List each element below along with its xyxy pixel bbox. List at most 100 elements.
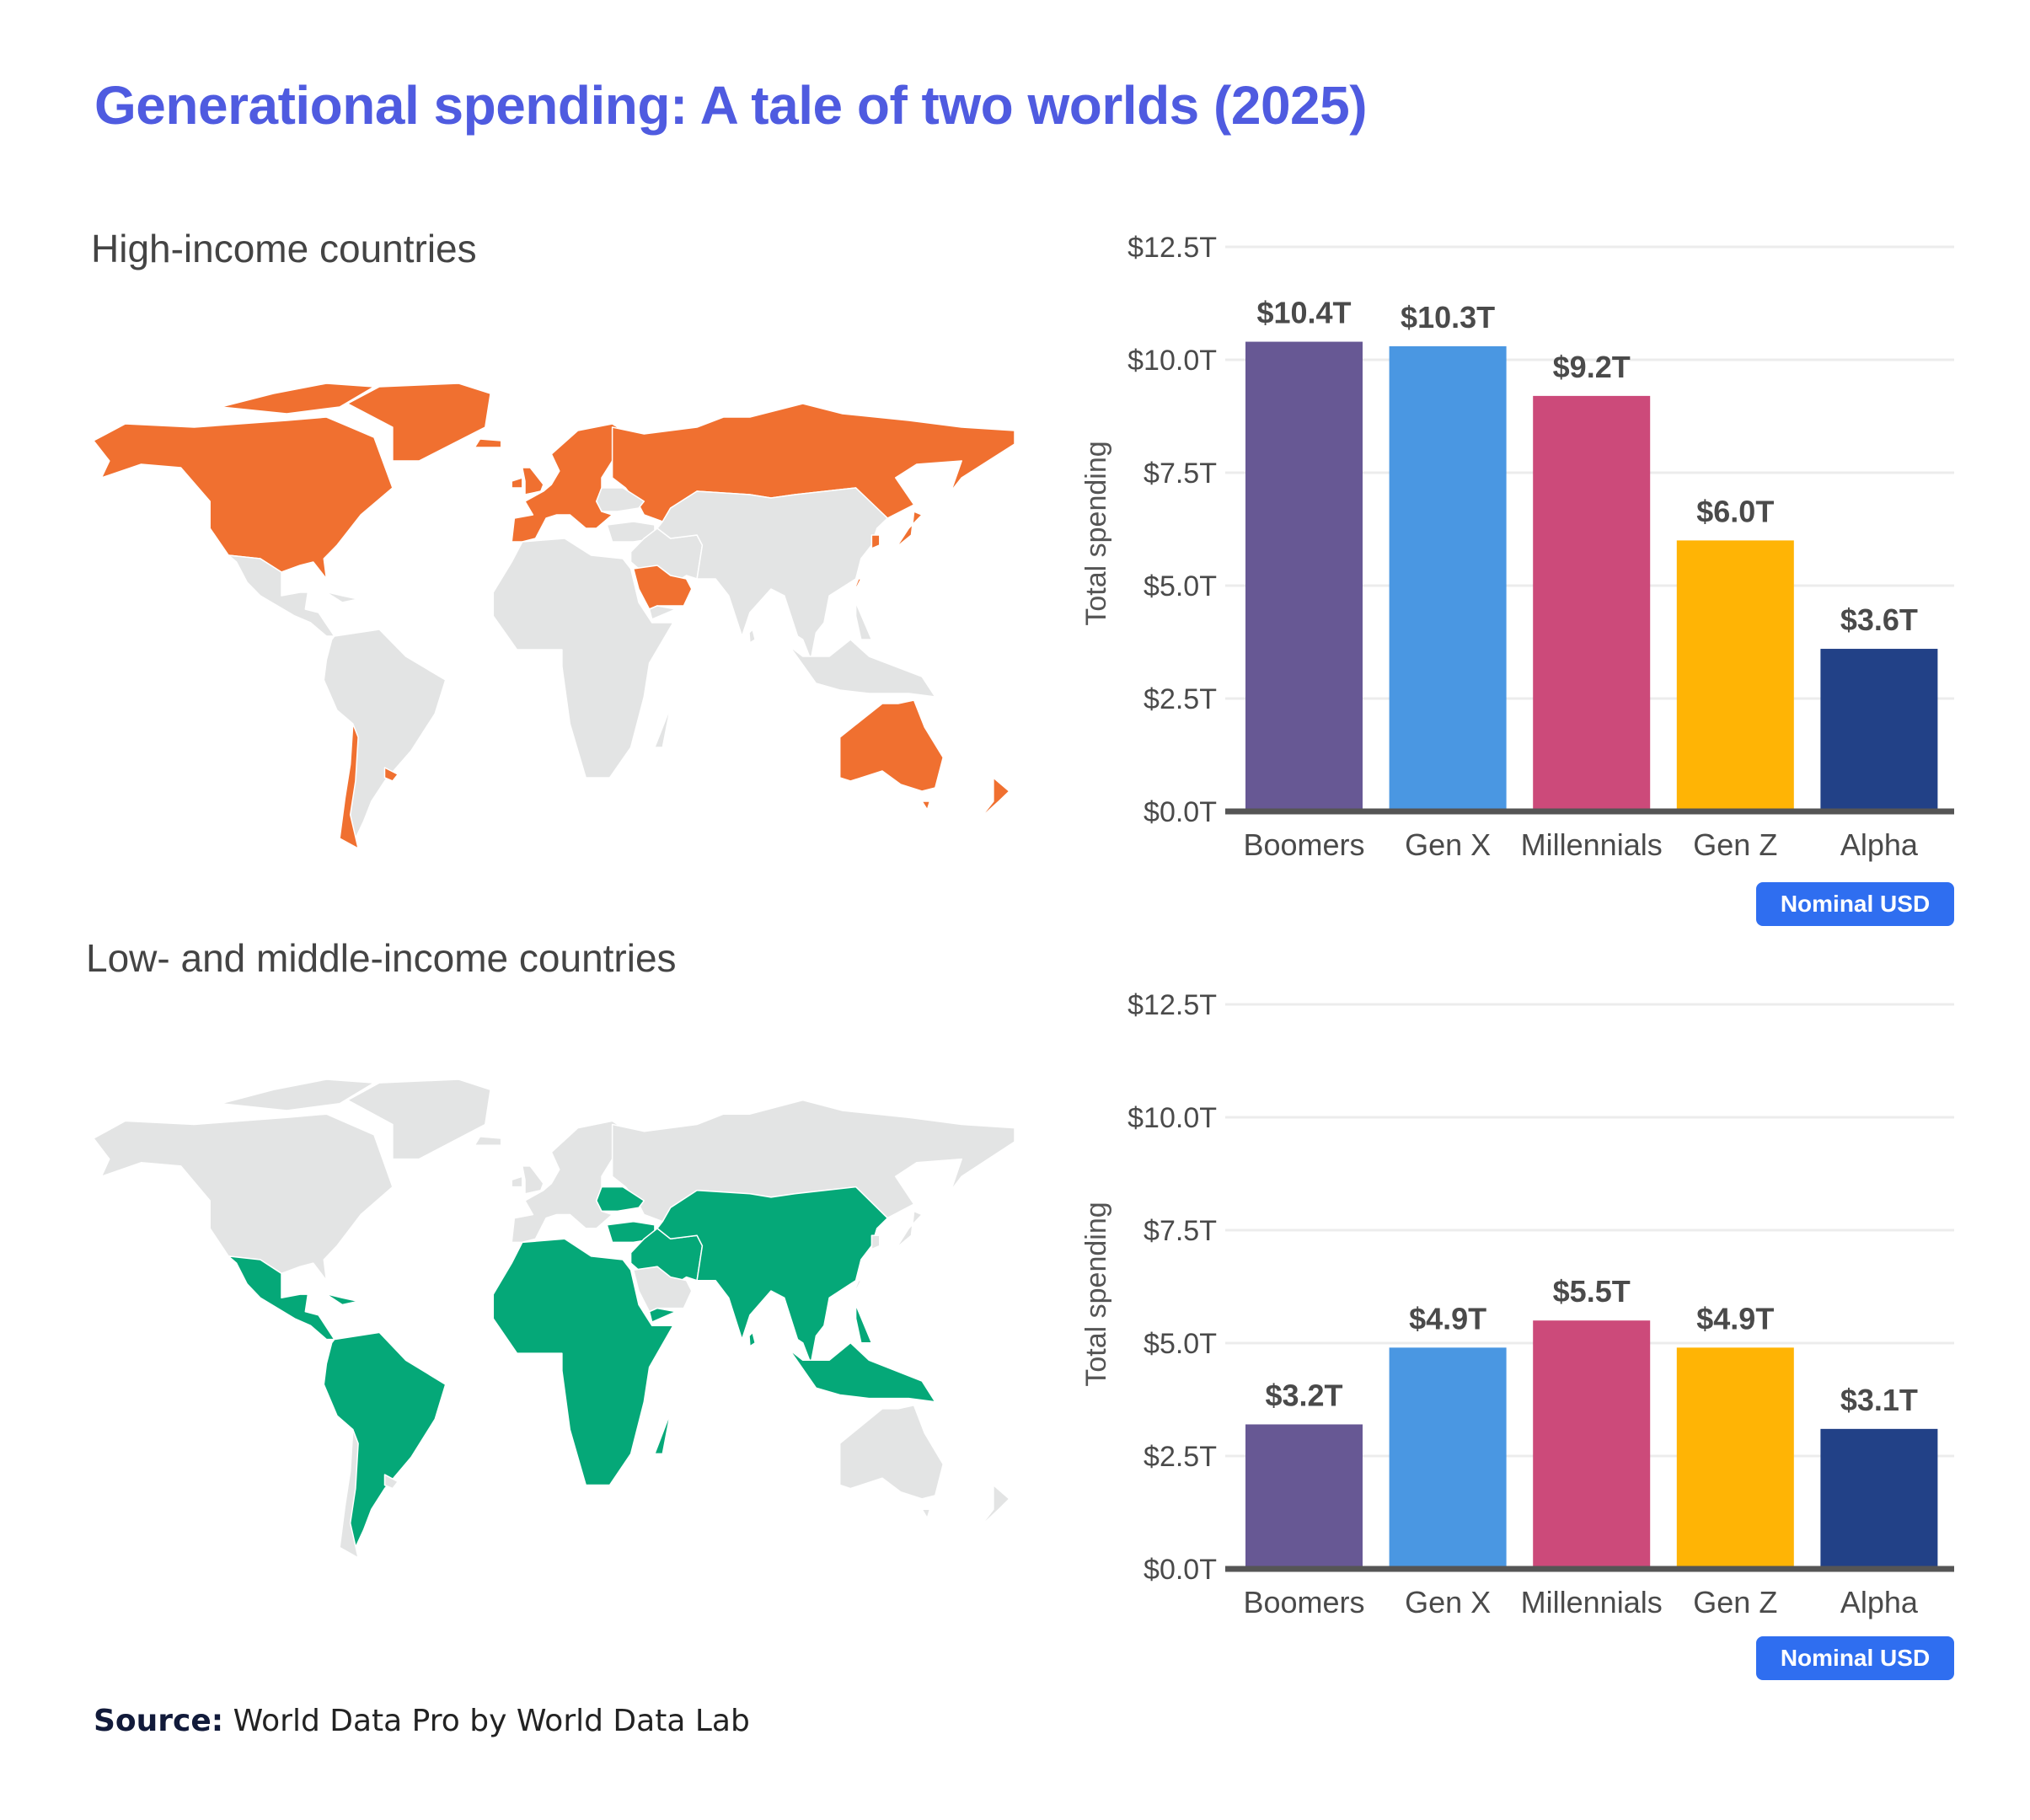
region-eastern-europe (596, 487, 645, 512)
region-uruguay (383, 1474, 399, 1490)
region-north-america (93, 416, 394, 580)
y-tick-label: $10.0T (1127, 1102, 1217, 1134)
region-japan (881, 511, 923, 559)
region-madagascar (654, 706, 672, 748)
region-ireland (511, 1175, 523, 1188)
bar-value-label: $3.6T (1840, 602, 1918, 637)
region-indonesia (789, 639, 936, 698)
y-tick-label: $7.5T (1144, 458, 1217, 490)
region-mexico-central-america (228, 1255, 335, 1341)
region-sri-lanka (748, 1331, 756, 1347)
world-map-high (93, 383, 1015, 849)
region-greenland (346, 383, 491, 462)
region-uruguay (383, 767, 399, 782)
bar-value-label: $3.2T (1265, 1378, 1342, 1412)
region-africa (492, 1238, 674, 1486)
y-tick-label: $12.5T (1127, 232, 1217, 264)
region-new-zealand (979, 1484, 1010, 1528)
region-gulf (632, 1266, 693, 1313)
region-arctic-islands (220, 383, 375, 415)
y-tick-label: $0.0T (1144, 796, 1217, 828)
region-tasmania (921, 800, 931, 811)
region-uk (522, 467, 544, 495)
y-tick-label: $7.5T (1144, 1215, 1217, 1247)
bar-gen-z (1676, 1347, 1794, 1569)
region-taiwan (854, 578, 862, 590)
bar-value-label: $4.9T (1696, 1301, 1774, 1336)
region-yemen (648, 605, 677, 620)
region-sri-lanka (748, 629, 756, 644)
source-text: World Data Pro by World Data Lab (233, 1704, 750, 1738)
region-asia (656, 487, 888, 661)
x-category-label: Alpha (1840, 1585, 1919, 1619)
x-category-label: Gen X (1405, 827, 1491, 862)
x-category-label: Boomers (1243, 827, 1364, 862)
bar-chart-1: $0.0T $2.5T $5.0T $7.5T $10.0T $12.5T Total sp… (1080, 989, 1954, 1619)
x-category-label: Gen Z (1693, 827, 1777, 862)
bar-boomers (1245, 341, 1363, 811)
region-new-zealand (979, 777, 1010, 819)
bar-value-label: $5.5T (1553, 1274, 1631, 1309)
bar-value-label: $10.4T (1256, 296, 1351, 330)
x-category-label: Alpha (1840, 827, 1919, 862)
bar-value-label: $6.0T (1696, 494, 1774, 528)
region-madagascar (654, 1411, 672, 1455)
region-eastern-europe (596, 1186, 645, 1212)
y-tick-label: $2.5T (1144, 1441, 1217, 1473)
region-chile (339, 1428, 359, 1559)
y-tick-label: $0.0T (1144, 1554, 1217, 1586)
region-uk (522, 1165, 544, 1195)
region-greenland (346, 1079, 491, 1160)
region-caribbean (312, 588, 359, 603)
source-note: Source: World Data Pro by World Data Lab (94, 1704, 750, 1738)
source-label: Source: (94, 1704, 224, 1738)
region-iceland (474, 438, 502, 448)
bar-value-label: $9.2T (1553, 350, 1631, 384)
region-korea (870, 1234, 881, 1250)
y-tick-label: $2.5T (1144, 683, 1217, 715)
region-gulf (632, 565, 693, 610)
y-tick-label: $5.0T (1144, 570, 1217, 602)
bar-value-label: $4.9T (1409, 1301, 1486, 1336)
region-taiwan (854, 1279, 862, 1292)
region-yemen (648, 1307, 677, 1323)
bar-boomers (1245, 1424, 1363, 1569)
x-category-label: Gen X (1405, 1585, 1491, 1619)
region-africa (492, 538, 674, 779)
region-caribbean (312, 1290, 359, 1306)
map-subtitle-low-middle-income: Low- and middle-income countries (86, 936, 677, 980)
region-ireland (511, 477, 523, 489)
y-axis-title: Total spending (1080, 1202, 1112, 1386)
region-philippines (854, 602, 873, 640)
x-category-label: Millennials (1521, 827, 1663, 862)
y-axis-title: Total spending (1080, 441, 1112, 625)
region-australia (838, 1405, 944, 1500)
region-asia (656, 1186, 888, 1365)
region-japan (881, 1210, 923, 1261)
region-tasmania (921, 1508, 931, 1519)
currency-badge-low-middle-income: Nominal USD (1756, 1636, 1954, 1680)
page-title: Generational spending: A tale of two wor… (94, 75, 1368, 136)
bar-gen-x (1389, 345, 1507, 811)
region-iceland (474, 1136, 502, 1146)
region-north-america (93, 1113, 394, 1282)
bar-millennials (1533, 395, 1651, 811)
x-category-label: Boomers (1243, 1585, 1364, 1619)
map-subtitle-high-income: High-income countries (91, 227, 477, 270)
bar-gen-x (1389, 1347, 1507, 1569)
x-category-label: Gen Z (1693, 1585, 1777, 1619)
bar-alpha (1820, 649, 1938, 811)
world-map-low (93, 1079, 1015, 1559)
region-chile (339, 723, 359, 849)
bar-chart-0: $0.0T $2.5T $5.0T $7.5T $10.0T $12.5T Total sp… (1080, 232, 1954, 862)
x-category-label: Millennials (1521, 1585, 1663, 1619)
bar-gen-z (1676, 540, 1794, 811)
bar-alpha (1820, 1428, 1938, 1569)
y-tick-label: $5.0T (1144, 1328, 1217, 1360)
y-tick-label: $12.5T (1127, 989, 1217, 1021)
bar-millennials (1533, 1320, 1651, 1569)
region-korea (870, 534, 881, 549)
